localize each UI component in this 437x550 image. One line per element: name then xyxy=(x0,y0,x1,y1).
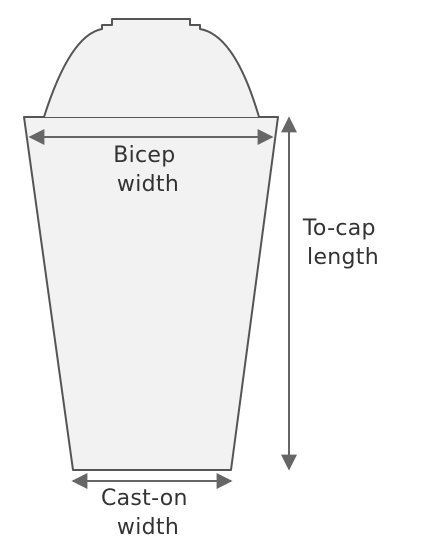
to-cap-length-label: To-cap length xyxy=(302,216,383,270)
to-cap-length-label-line1: To-cap xyxy=(302,216,376,241)
sleeve-body-shape xyxy=(23,116,279,471)
cast-on-width-label-line2: width xyxy=(117,515,179,540)
cast-on-width-label-line1: Cast-on xyxy=(101,486,188,511)
bicep-width-label: Bicep width xyxy=(113,143,183,197)
bicep-width-label-line1: Bicep xyxy=(113,143,175,168)
sleeve-cap-shape xyxy=(24,18,278,118)
to-cap-length-label-line2: length xyxy=(307,245,379,270)
cast-on-width-label: Cast-on width xyxy=(101,486,195,540)
bicep-width-label-line2: width xyxy=(117,172,179,197)
